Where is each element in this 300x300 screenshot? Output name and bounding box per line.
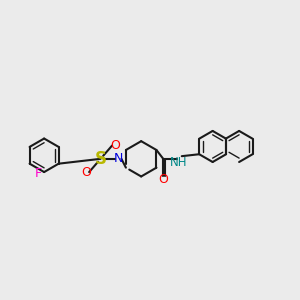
Text: O: O: [81, 166, 91, 178]
Text: NH: NH: [169, 155, 187, 169]
Text: O: O: [158, 173, 168, 186]
Text: N: N: [113, 152, 123, 165]
Text: S: S: [94, 150, 106, 168]
Text: F: F: [34, 167, 41, 180]
Text: O: O: [110, 139, 120, 152]
